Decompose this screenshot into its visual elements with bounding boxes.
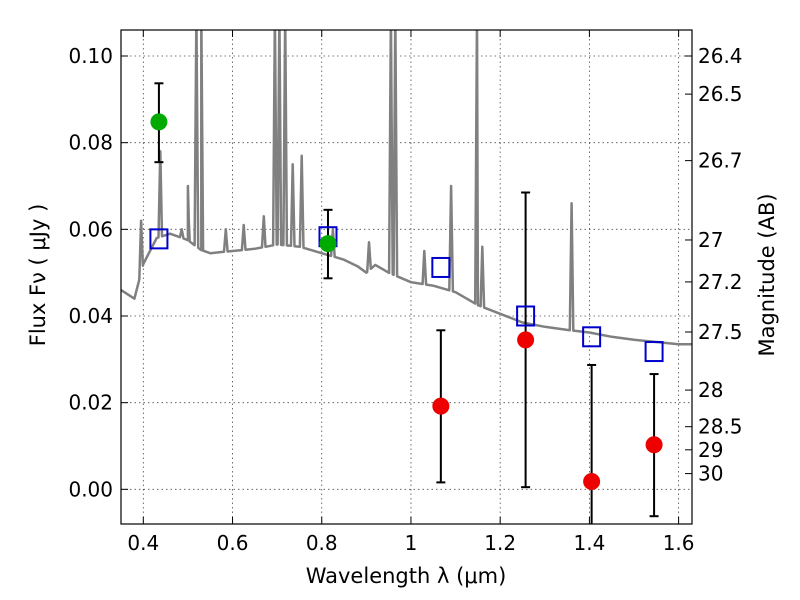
x-tick-label: 0.8 bbox=[306, 531, 338, 555]
right-tick-label: 26.4 bbox=[698, 44, 743, 68]
x-tick-label: 0.6 bbox=[217, 531, 249, 555]
y-tick-label: 0.06 bbox=[68, 217, 113, 241]
data-point bbox=[517, 331, 535, 349]
y-tick-label: 0.04 bbox=[68, 304, 113, 328]
x-tick-label: 1.2 bbox=[484, 531, 516, 555]
y-axis-right-title: Magnitude (AB) bbox=[755, 193, 779, 356]
y-tick-label: 0.02 bbox=[68, 391, 113, 415]
data-point bbox=[432, 397, 450, 415]
model-square bbox=[644, 341, 664, 363]
right-tick-label: 27.5 bbox=[698, 320, 743, 344]
y-tick-label: 0.08 bbox=[68, 131, 113, 155]
plot-frame bbox=[120, 29, 693, 525]
right-tick-label: 30 bbox=[698, 462, 723, 486]
y-tick-label: 0.00 bbox=[68, 477, 113, 501]
model-square bbox=[582, 326, 602, 348]
right-tick-label: 27.2 bbox=[698, 270, 743, 294]
x-tick-label: 1.4 bbox=[573, 531, 605, 555]
x-tick-label: 1.6 bbox=[663, 531, 695, 555]
right-tick-label: 29 bbox=[698, 438, 723, 462]
right-tick-label: 28 bbox=[698, 378, 723, 402]
axes-frame bbox=[120, 29, 693, 525]
model-square bbox=[431, 256, 451, 278]
spectrum-line bbox=[121, 30, 692, 346]
right-tick-label: 28.5 bbox=[698, 415, 743, 439]
spectrum-layer bbox=[121, 30, 692, 346]
data-point bbox=[150, 113, 168, 131]
tick-labels: 0.4 0.6 0.8 1 1.2 1.4 1.6 0.00 0.02 0.04 0.06 0.08 0… bbox=[68, 44, 742, 555]
model-square bbox=[149, 228, 169, 250]
grid-lines bbox=[121, 30, 692, 524]
y-tick-label: 0.10 bbox=[68, 44, 113, 68]
right-tick-label: 26.5 bbox=[698, 82, 743, 106]
right-tick-label: 26.7 bbox=[698, 149, 743, 173]
x-tick-label: 1 bbox=[405, 531, 418, 555]
right-tick-label: 27 bbox=[698, 228, 723, 252]
y-axis-title: Flux Fν ( μJy ) bbox=[26, 204, 50, 347]
data-point bbox=[583, 473, 601, 491]
model-square bbox=[516, 305, 536, 327]
x-axis-title: Wavelength λ (μm) bbox=[306, 564, 507, 588]
errorbar-layer bbox=[154, 82, 659, 524]
data-point bbox=[645, 436, 663, 454]
marker-layer bbox=[149, 113, 664, 491]
data-point bbox=[319, 235, 337, 253]
x-tick-label: 0.4 bbox=[127, 531, 159, 555]
